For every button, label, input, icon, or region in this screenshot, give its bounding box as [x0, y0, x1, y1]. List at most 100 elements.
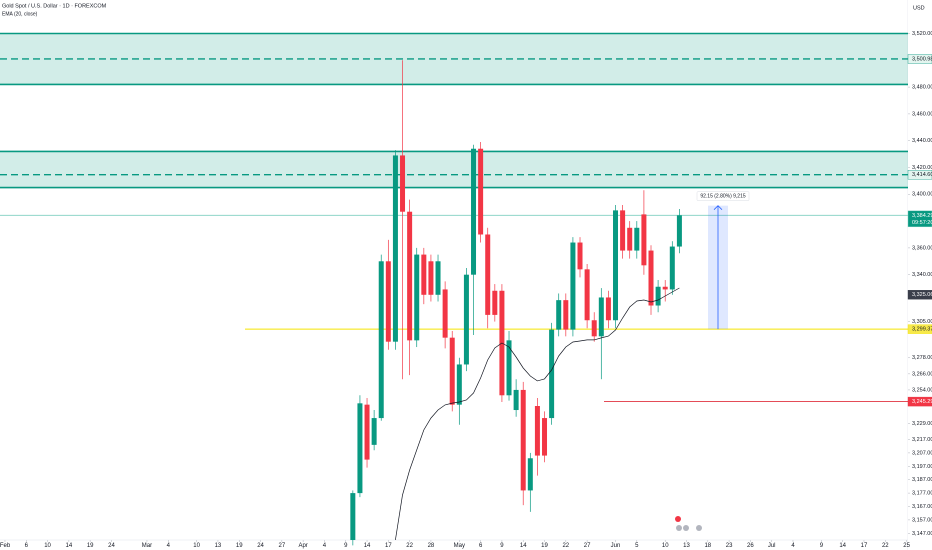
candle-body	[506, 340, 512, 396]
candle-body	[442, 289, 448, 338]
y-tick-label: 3,278.00	[912, 355, 932, 361]
y-tick-label: 3,187.00	[912, 477, 932, 483]
candle-body	[641, 214, 647, 266]
candle-body	[577, 242, 583, 270]
price-marker	[907, 396, 932, 407]
candle-body	[534, 406, 540, 456]
candle-body	[392, 155, 398, 342]
event-icon	[676, 525, 682, 531]
candle-body	[463, 274, 469, 365]
x-tick-label: 25	[903, 543, 910, 549]
x-tick-label: 17	[861, 543, 868, 549]
candle-body	[456, 364, 462, 405]
candle-body	[385, 261, 391, 342]
candle-body	[584, 269, 590, 321]
candle-body	[364, 404, 370, 460]
candle-body	[598, 297, 604, 337]
chart-title: Gold Spot / U.S. Dollar · 1D · FOREXCOM	[2, 3, 107, 9]
price-marker-label: 3,245.29	[912, 399, 932, 405]
candle-body	[655, 286, 661, 306]
y-tick-label: 3,229.00	[912, 421, 932, 427]
y-tick-label: 3,480.00	[912, 85, 932, 91]
candle-body	[357, 403, 363, 494]
zones-layer	[0, 32, 908, 189]
x-tick-label: 10	[662, 543, 669, 549]
y-tick-label: 3,147.00	[912, 531, 932, 537]
x-tick-label: 18	[704, 543, 711, 549]
candle-body	[648, 250, 654, 306]
candle-body	[627, 227, 633, 251]
price-marker-label: 3,500.98	[912, 56, 932, 62]
candles-layer	[350, 60, 682, 546]
price-marker-label: 3,414.60	[912, 172, 932, 178]
candle-body	[492, 290, 498, 315]
y-tick-label: 3,420.00	[912, 165, 932, 171]
overlay-layer: 92.15 (2.80%) 9,215	[696, 191, 750, 201]
y-tick-label: 3,157.00	[912, 517, 932, 523]
y-tick-label: 3,520.00	[912, 31, 932, 37]
candle-body	[449, 337, 455, 405]
measure-label-bg	[696, 191, 750, 201]
lines-layer	[0, 58, 908, 403]
price-marker-label: 3,325.06	[912, 292, 932, 298]
candle-body	[478, 148, 484, 235]
candle-body	[634, 227, 640, 251]
price-marker-sublabel: 09:57:20	[912, 220, 932, 226]
x-tick-label: 10	[193, 543, 200, 549]
y-tick-label: 3,217.00	[912, 437, 932, 443]
candle-body	[556, 300, 562, 330]
x-tick-label: 22	[406, 543, 413, 549]
candle-body	[549, 329, 555, 419]
candle-body	[662, 286, 668, 290]
measure-label: 92.15 (2.80%) 9,215	[700, 193, 746, 199]
price-marker	[907, 210, 932, 228]
y-tick-label: 3,400.00	[912, 192, 932, 198]
y-tick-label: 3,197.00	[912, 464, 932, 470]
candle-body	[513, 389, 519, 411]
x-tick-label: 19	[87, 543, 94, 549]
x-tick-label: 24	[257, 543, 264, 549]
axis-layer: 3,520.00 3,480.00 3,460.00 3,440.00 3,420.00…	[0, 31, 932, 549]
x-tick-label: 4	[167, 543, 171, 549]
x-tick-label: 14	[364, 543, 371, 549]
candle-body	[527, 458, 533, 491]
currency-label: USD	[913, 5, 925, 11]
x-tick-label: Mar	[142, 543, 152, 549]
y-tick-label: 3,340.00	[912, 272, 932, 278]
x-tick-label: 27	[584, 543, 591, 549]
x-tick-label: 4	[323, 543, 327, 549]
candle-body	[563, 300, 569, 330]
x-tick-label: 23	[726, 543, 733, 549]
x-tick-label: 19	[541, 543, 548, 549]
candle-body	[676, 215, 682, 247]
y-tick-label: 3,460.00	[912, 111, 932, 117]
price-marker	[907, 170, 932, 180]
x-tick-label: 28	[428, 543, 435, 549]
candle-body	[605, 297, 611, 321]
x-tick-label: 13	[215, 543, 222, 549]
price-axis-bg	[908, 0, 932, 550]
x-tick-label: 19	[236, 543, 243, 549]
x-tick-label: 14	[839, 543, 846, 549]
x-tick-label: 10	[44, 543, 51, 549]
ema-line	[395, 287, 680, 541]
x-tick-label: 9	[500, 543, 504, 549]
candle-body	[400, 155, 406, 212]
y-tick-label: 3,360.00	[912, 245, 932, 251]
candle-body	[613, 210, 619, 321]
candle-body	[669, 246, 675, 290]
y-tick-label: 3,440.00	[912, 138, 932, 144]
x-tick-label: 22	[562, 543, 569, 549]
x-tick-label: 9	[820, 543, 824, 549]
event-icons	[675, 516, 702, 531]
x-tick-label: 6	[25, 543, 29, 549]
x-tick-label: 13	[683, 543, 690, 549]
event-icon	[675, 516, 681, 522]
y-tick-label: 3,266.00	[912, 371, 932, 377]
x-tick-label: Jun	[611, 543, 621, 549]
x-tick-label: 24	[108, 543, 115, 549]
indicator-label: EMA (20, close)	[2, 11, 38, 17]
candle-body	[620, 210, 626, 251]
x-tick-label: Feb	[0, 543, 11, 549]
